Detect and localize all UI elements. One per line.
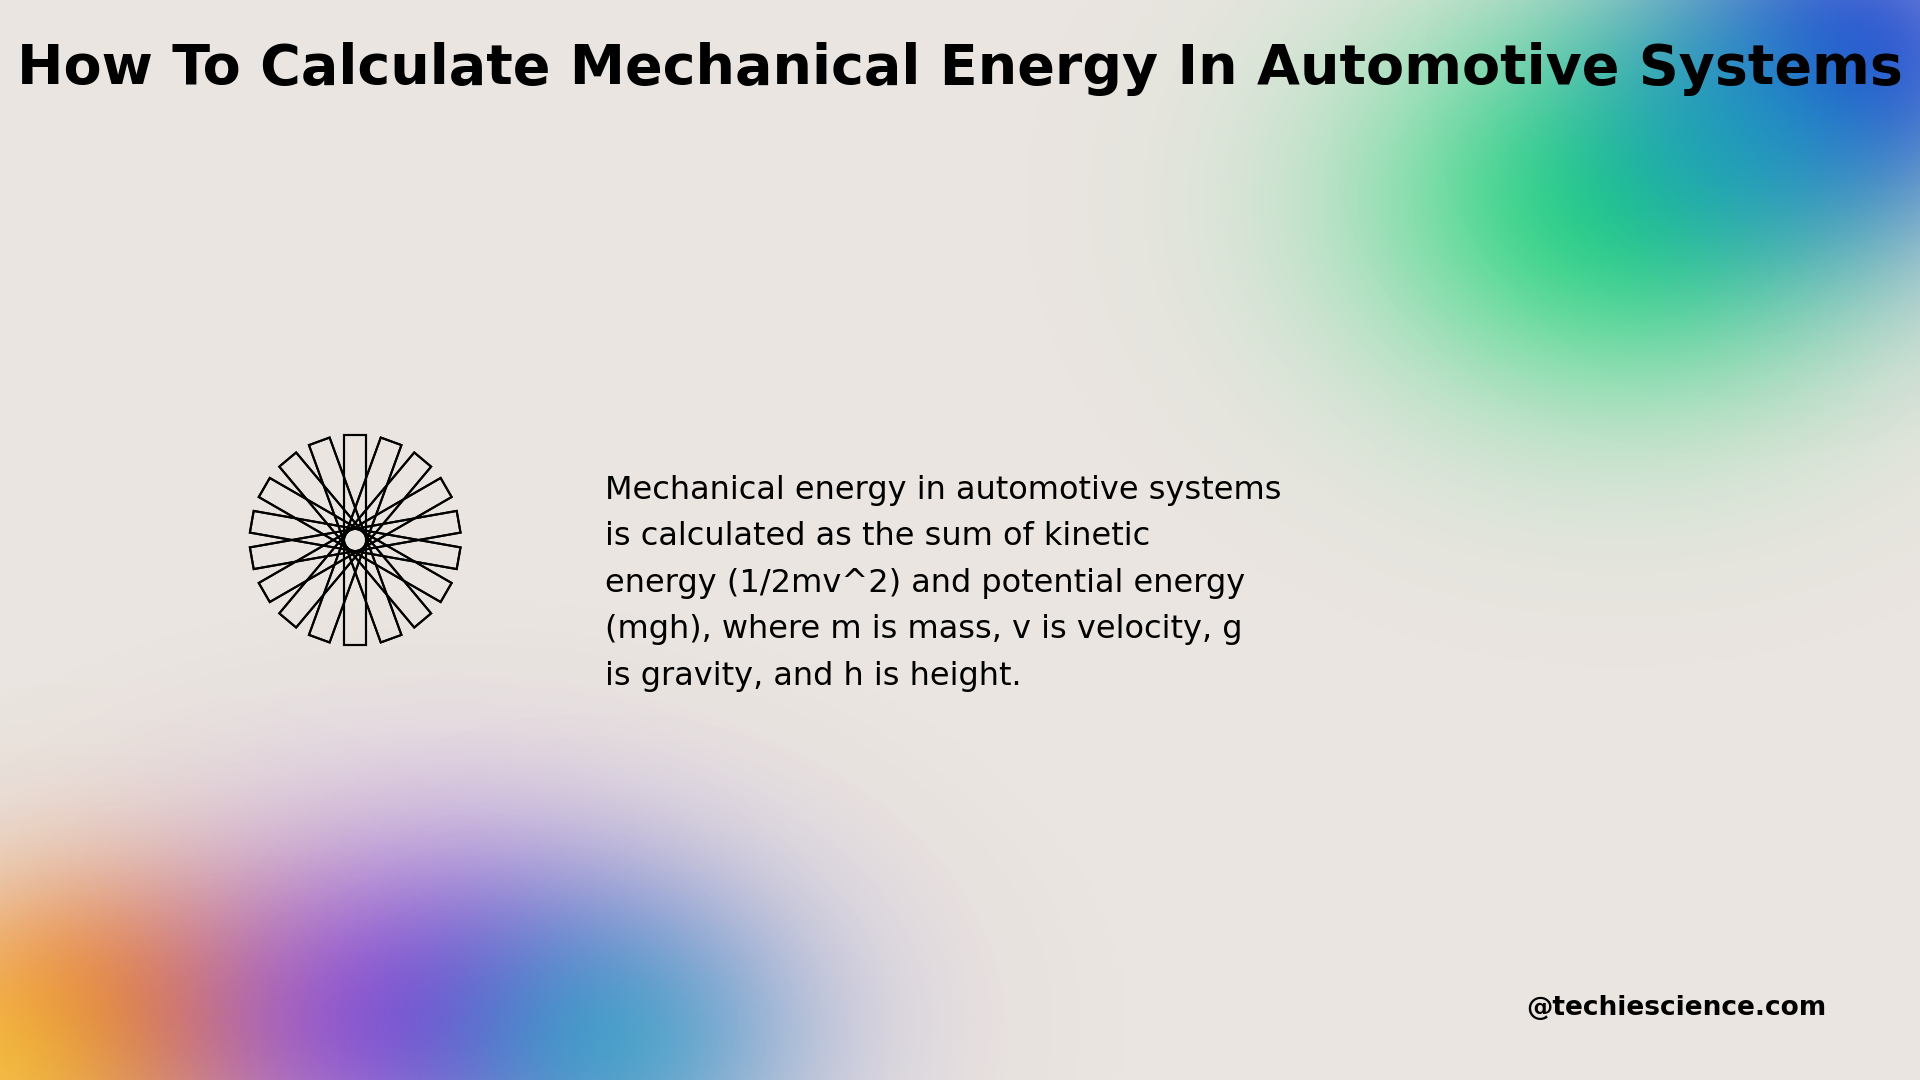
Text: Mechanical energy in automotive systems
is calculated as the sum of kinetic
ener: Mechanical energy in automotive systems …	[605, 474, 1281, 692]
Text: How To Calculate Mechanical Energy In Automotive Systems: How To Calculate Mechanical Energy In Au…	[17, 42, 1903, 96]
Text: @techiescience.com: @techiescience.com	[1526, 995, 1826, 1021]
